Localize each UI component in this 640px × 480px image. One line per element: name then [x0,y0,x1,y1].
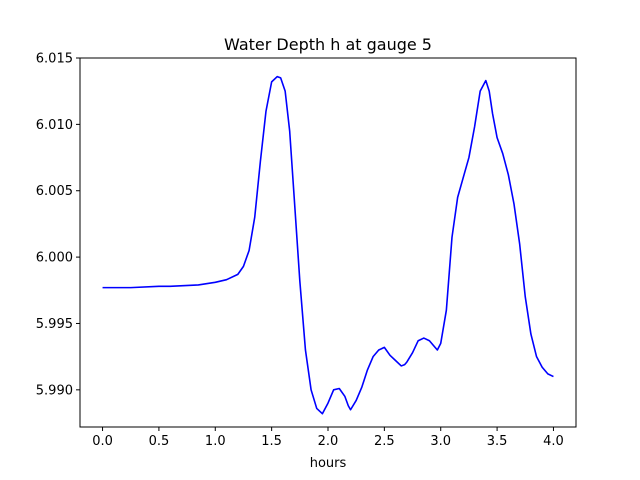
y-tick-label: 5.990 [36,383,73,398]
y-tick-label: 6.015 [36,52,73,67]
x-tick-label: 4.0 [543,434,564,449]
x-tick-label: 1.5 [261,434,282,449]
y-tick-label: 5.995 [36,317,73,332]
x-tick-label: 2.5 [374,434,395,449]
x-tick-label: 3.5 [487,434,508,449]
chart-title: Water Depth h at gauge 5 [224,35,432,54]
x-tick-label: 1.0 [205,434,226,449]
y-axis: 5.990 5.995 6.000 6.005 6.010 6.015 [36,52,80,398]
y-tick-label: 6.005 [36,184,73,199]
x-axis-label: hours [310,456,347,471]
series-line [102,75,554,415]
y-tick-label: 6.010 [36,118,73,133]
x-axis: 0.0 0.5 1.0 1.5 2.0 2.5 3.0 3.5 4.0 [92,427,564,449]
x-tick-label: 2.0 [318,434,339,449]
x-tick-label: 3.0 [430,434,451,449]
x-tick-label: 0.0 [92,434,113,449]
y-tick-label: 6.000 [36,251,73,266]
x-tick-label: 0.5 [149,434,170,449]
